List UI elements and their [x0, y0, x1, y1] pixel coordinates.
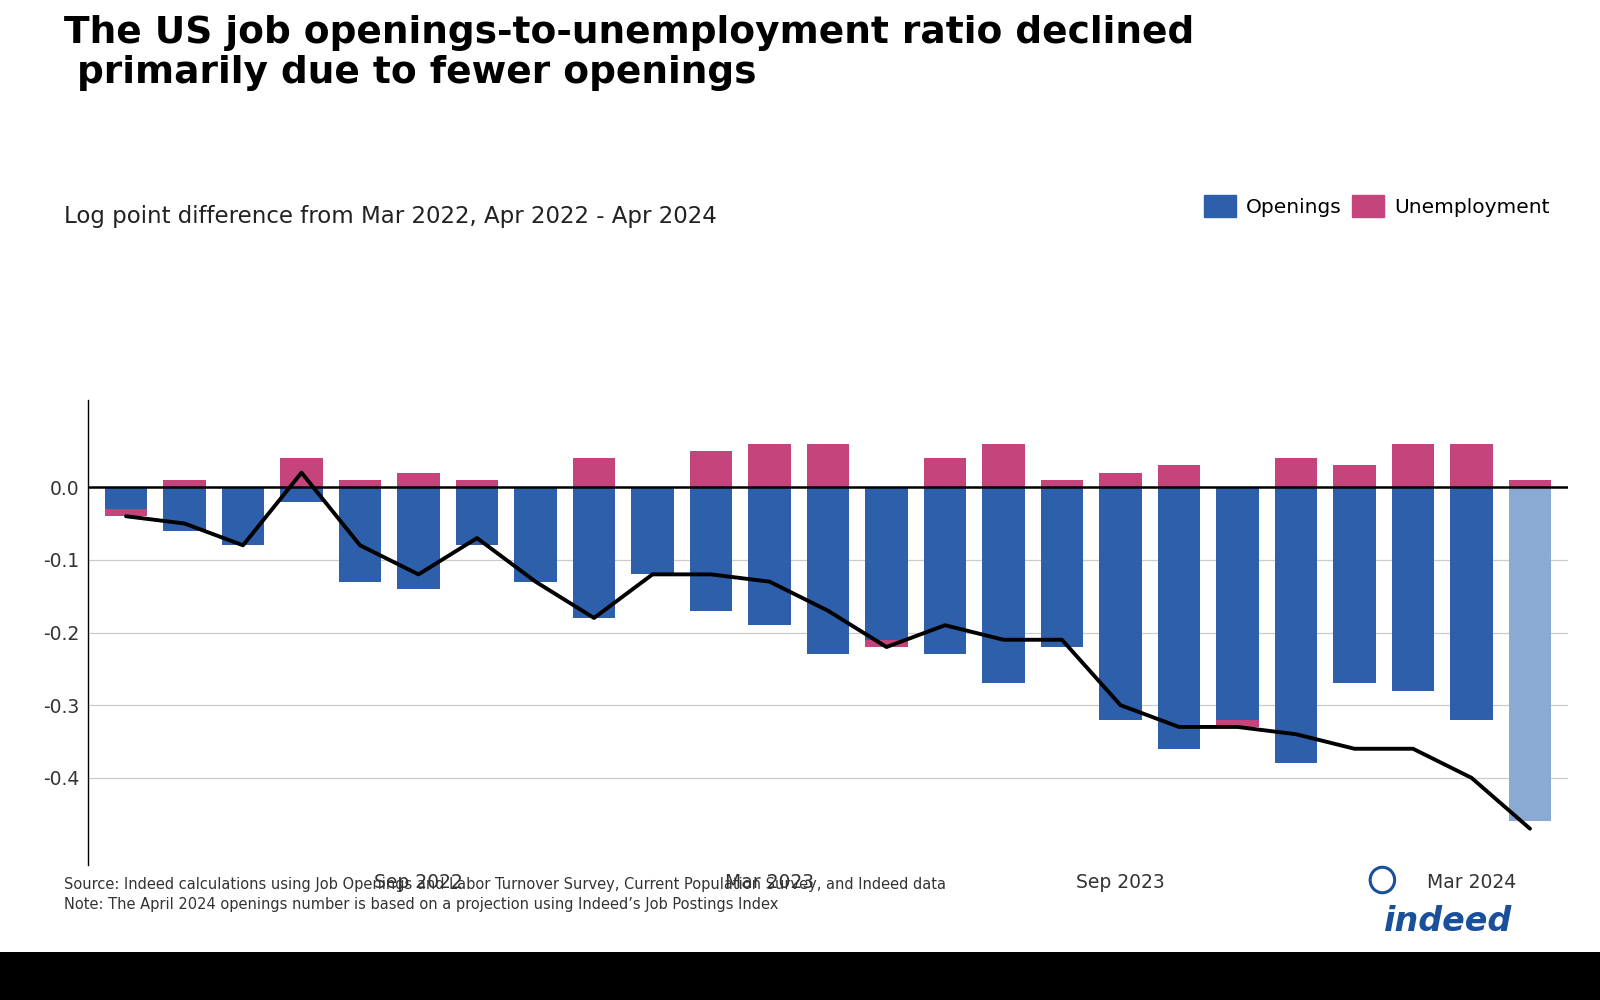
Bar [1509, 480, 1550, 487]
Bar [1275, 487, 1317, 763]
Bar [1275, 458, 1317, 487]
Bar [163, 487, 205, 531]
Bar [806, 487, 850, 654]
Text: The US job openings-to-unemployment ratio declined
 primarily due to fewer openi: The US job openings-to-unemployment rati… [64, 15, 1194, 91]
Bar [456, 480, 498, 487]
Bar [573, 487, 614, 618]
Bar [573, 458, 614, 487]
Bar [1451, 444, 1493, 487]
Bar [222, 487, 264, 545]
Legend: Openings, Unemployment: Openings, Unemployment [1195, 187, 1558, 225]
Bar [866, 487, 907, 640]
Bar [1216, 720, 1259, 727]
Bar [280, 487, 323, 502]
Bar [1392, 444, 1434, 487]
Bar [1392, 487, 1434, 691]
Bar [1099, 487, 1141, 720]
Bar [163, 480, 205, 487]
Bar [690, 451, 733, 487]
Bar [1099, 473, 1141, 487]
Bar [923, 487, 966, 654]
Bar [397, 487, 440, 589]
Bar [1451, 487, 1493, 720]
Bar [982, 444, 1024, 487]
Bar [1042, 480, 1083, 487]
Bar [397, 473, 440, 487]
Bar [106, 509, 147, 516]
Bar [806, 444, 850, 487]
Bar [456, 487, 498, 545]
Bar [339, 480, 381, 487]
Bar [690, 487, 733, 611]
Bar [749, 444, 790, 487]
Text: indeed: indeed [1384, 905, 1512, 938]
Bar [1333, 487, 1376, 683]
Bar [515, 487, 557, 582]
Bar [1333, 465, 1376, 487]
Bar [1042, 487, 1083, 647]
Text: Log point difference from Mar 2022, Apr 2022 - Apr 2024: Log point difference from Mar 2022, Apr … [64, 205, 717, 228]
Bar [1158, 487, 1200, 749]
Bar [1509, 487, 1550, 821]
Bar [1216, 487, 1259, 720]
Bar [866, 640, 907, 647]
Bar [632, 487, 674, 574]
Bar [339, 487, 381, 582]
Bar [280, 458, 323, 487]
Bar [106, 487, 147, 509]
Text: Source: Indeed calculations using Job Openings and Labor Turnover Survey, Curren: Source: Indeed calculations using Job Op… [64, 877, 946, 912]
Bar [923, 458, 966, 487]
Bar [749, 487, 790, 625]
Bar [1158, 465, 1200, 487]
Bar [982, 487, 1024, 683]
